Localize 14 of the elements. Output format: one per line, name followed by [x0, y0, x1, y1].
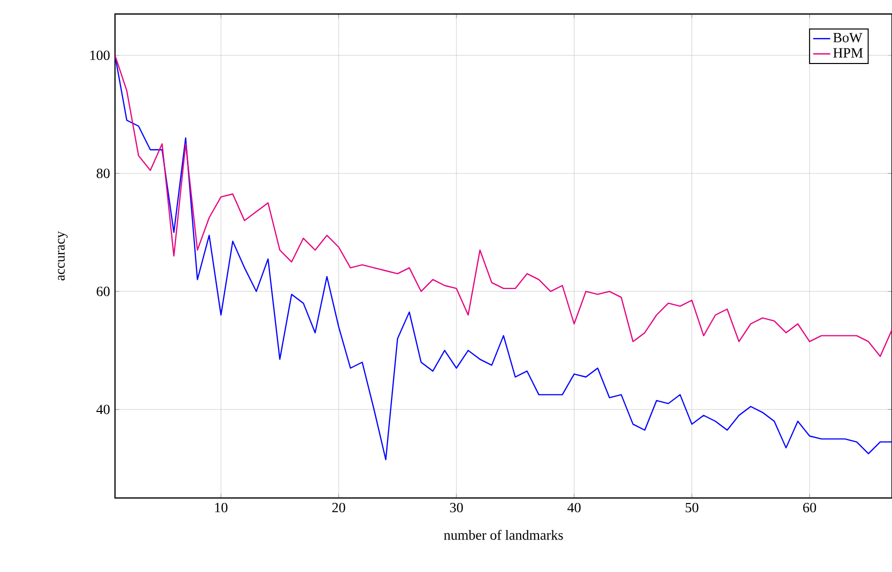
y-tick-label: 60 — [96, 286, 110, 296]
legend-label: BoW — [833, 33, 862, 42]
x-tick-label: 60 — [803, 502, 816, 512]
y-tick-label: 40 — [96, 404, 110, 414]
y-tick-label: 80 — [96, 168, 110, 178]
x-tick-label: 30 — [450, 502, 463, 512]
y-tick-label: 100 — [90, 50, 110, 60]
x-tick-label: 20 — [332, 502, 346, 512]
x-tick-label: 10 — [215, 502, 228, 512]
legend-label: HPM — [833, 48, 863, 58]
x-axis-title: number of landmarks — [444, 530, 563, 540]
x-tick-label: 50 — [686, 502, 698, 512]
y-axis-title: accuracy — [58, 231, 68, 280]
x-tick-label: 40 — [567, 502, 581, 512]
